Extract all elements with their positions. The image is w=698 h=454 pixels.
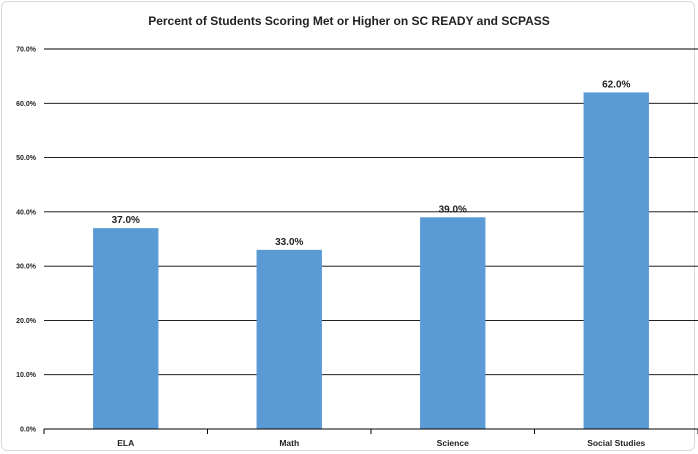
y-tick-label: 60.0% bbox=[16, 101, 37, 108]
x-tick-label: ELA bbox=[117, 438, 134, 448]
bar bbox=[93, 228, 159, 429]
data-label: 39.0% bbox=[439, 204, 467, 215]
chart-title: Percent of Students Scoring Met or Highe… bbox=[148, 14, 550, 28]
y-tick-label: 10.0% bbox=[16, 372, 37, 379]
y-tick-label: 40.0% bbox=[16, 209, 37, 216]
bar bbox=[420, 217, 486, 429]
y-tick-label: 30.0% bbox=[16, 264, 37, 271]
y-axis-tick-labels: 0.0% 10.0% 20.0% 30.0% 40.0% 50.0% 60.0% 70.0% bbox=[16, 47, 37, 434]
bars bbox=[93, 92, 649, 429]
bar bbox=[583, 92, 649, 429]
x-axis bbox=[43, 428, 698, 434]
x-tick-label: Math bbox=[279, 438, 299, 448]
x-tick-label: Science bbox=[437, 438, 469, 448]
y-tick-label: 0.0% bbox=[20, 427, 37, 434]
y-tick-label: 50.0% bbox=[16, 155, 37, 162]
data-label: 62.0% bbox=[602, 79, 630, 90]
data-label: 37.0% bbox=[112, 215, 140, 226]
data-label: 33.0% bbox=[275, 237, 303, 248]
bar bbox=[256, 249, 322, 429]
x-tick-label: Social Studies bbox=[587, 438, 645, 448]
y-tick-label: 20.0% bbox=[16, 318, 37, 325]
y-tick-label: 70.0% bbox=[16, 47, 37, 54]
labels: 37.0% ELA 33.0% Math 39.0% Science 62.0% Social… bbox=[112, 79, 646, 448]
